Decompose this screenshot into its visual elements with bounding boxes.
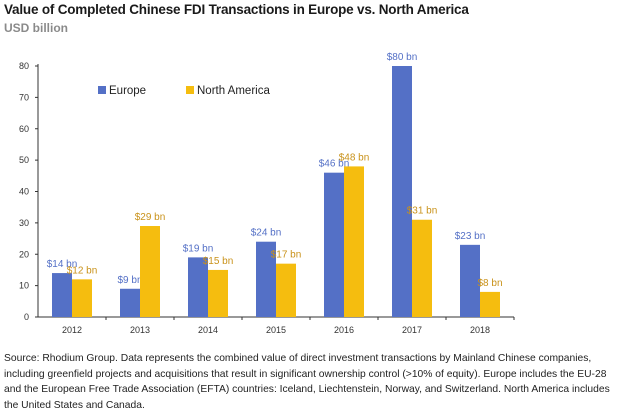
europe-bar [52,273,72,317]
legend-north-america-swatch [186,86,194,94]
north-america-bar [72,279,92,317]
y-tick-label: 70 [19,92,29,102]
europe-bar [324,172,344,317]
y-tick-label: 80 [19,61,29,71]
north-america-bar [344,166,364,317]
north-america-data-label: $29 bn [135,212,166,223]
north-america-data-label: $31 bn [407,206,438,217]
europe-bar [392,66,412,317]
x-tick-label: 2014 [198,325,218,335]
north-america-data-label: $15 bn [203,256,234,267]
north-america-bar [276,263,296,317]
legend-europe-swatch [98,86,106,94]
north-america-data-label: $8 bn [477,278,502,289]
europe-bar [120,288,140,317]
y-tick-label: 50 [19,155,29,165]
europe-data-label: $9 bn [117,275,142,286]
y-tick-label: 40 [19,187,29,197]
x-tick-label: 2015 [266,325,286,335]
europe-bar [188,257,208,317]
source-note: Source: Rhodium Group. Data represents t… [4,353,610,411]
x-tick-label: 2016 [334,325,354,335]
north-america-bar [412,219,432,317]
europe-bar [460,244,480,317]
y-tick-label: 30 [19,218,29,228]
legend-north-america-label: North America [197,85,270,97]
x-tick-label: 2017 [402,325,422,335]
europe-data-label: $46 bn [319,159,350,170]
x-tick-label: 2013 [130,325,150,335]
x-tick-label: 2018 [470,325,490,335]
chart-title: Value of Completed Chinese FDI Transacti… [4,2,469,17]
y-tick-label: 60 [19,124,29,134]
europe-data-label: $14 bn [47,259,78,270]
x-tick-label: 2012 [62,325,82,335]
europe-bar [256,241,276,317]
north-america-data-label: $12 bn [67,265,98,276]
north-america-data-label: $48 bn [339,152,370,163]
europe-data-label: $24 bn [251,228,282,239]
north-america-data-label: $17 bn [271,250,302,261]
europe-data-label: $80 bn [387,52,418,63]
north-america-bar [208,269,228,317]
chart-subtitle: USD billion [4,21,68,35]
north-america-bar [480,291,500,317]
y-tick-label: 20 [19,249,29,259]
europe-data-label: $23 bn [455,231,486,242]
y-tick-label: 0 [24,312,29,322]
bar-chart: 0 10 20 30 40 50 60 70 80 $14 bn$12 bn 2012 $9 bn $2… [19,52,515,335]
north-america-bar [140,226,160,317]
y-tick-label: 10 [19,281,29,291]
legend-europe-label: Europe [109,85,146,97]
europe-data-label: $19 bn [183,243,214,254]
